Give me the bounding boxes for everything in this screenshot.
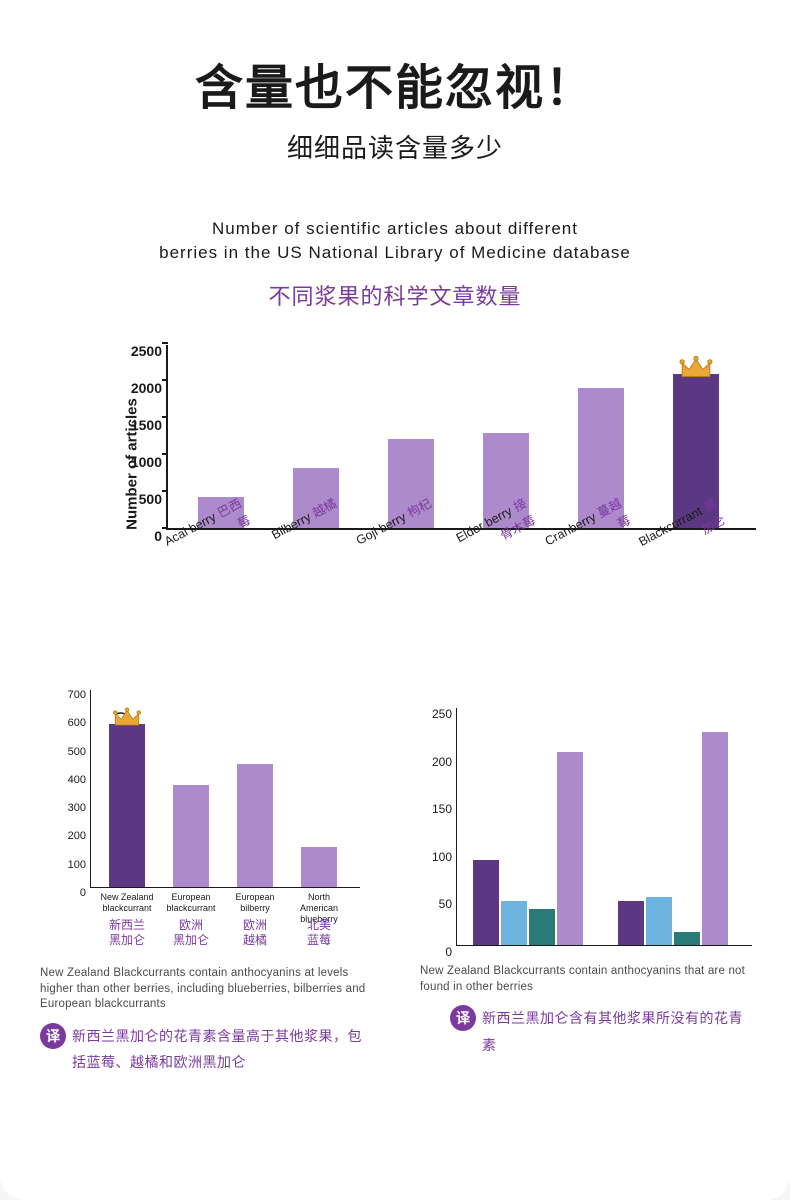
chart1-title-en: Number of scientific articles about diff… bbox=[40, 217, 750, 265]
chart1-ytick: 1000 bbox=[131, 454, 162, 470]
chart3-bar bbox=[473, 860, 499, 945]
chart2-caption-en: New Zealand Blackcurrants contain anthoc… bbox=[40, 966, 370, 1013]
chart2-xlabel-cn: 欧洲越橘 bbox=[224, 918, 286, 948]
main-title: 含量也不能忽视！ bbox=[40, 48, 750, 118]
chart2-ytick: 100 bbox=[68, 859, 86, 871]
crown-icon bbox=[678, 354, 714, 380]
chart3-caption-cn-text: 新西兰黑加仑含有其他浆果所没有的花青素 bbox=[482, 1005, 750, 1058]
chart1: Number of articles 05001000150020002500A… bbox=[110, 345, 770, 575]
chart3-plot: 050100150200250 bbox=[456, 708, 752, 946]
chart2-caption-cn-text: 新西兰黑加仑的花青素含量高于其他浆果，包括蓝莓、越橘和欧洲黑加仑 bbox=[72, 1023, 370, 1076]
chart2-bar bbox=[109, 724, 145, 887]
chart2-bar bbox=[237, 764, 273, 887]
chart2-ytick: 500 bbox=[68, 746, 86, 758]
chart2-ytick: 700 bbox=[68, 689, 86, 701]
chart2-xlabel-cn: 欧洲黑加仑 bbox=[160, 918, 222, 948]
chart3-ytick: 200 bbox=[432, 755, 452, 769]
chart1-title-cn: 不同浆果的科学文章数量 bbox=[40, 279, 750, 311]
chart2-xlabel-cn: 新西兰黑加仑 bbox=[96, 918, 158, 948]
chart2-bar bbox=[301, 847, 337, 887]
chart2-caption-cn: 译 新西兰黑加仑的花青素含量高于其他浆果，包括蓝莓、越橘和欧洲黑加仑 bbox=[40, 1023, 370, 1076]
chart3-bar bbox=[646, 897, 672, 945]
chart2-ytick: 0 bbox=[80, 887, 86, 899]
chart2-xlabel-cn: 北美蓝莓 bbox=[288, 918, 350, 948]
panel-left: Anthocyanin content ( mg / 100g ) 010020… bbox=[40, 690, 370, 1170]
chart3-caption-cn: 译 新西兰黑加仑含有其他浆果所没有的花青素 bbox=[450, 1005, 750, 1058]
chart3-caption-en: New Zealand Blackcurrants contain anthoc… bbox=[420, 964, 750, 995]
chart3-bar bbox=[501, 901, 527, 945]
chart3-ytick: 0 bbox=[445, 945, 452, 959]
chart3-bar bbox=[702, 732, 728, 945]
chart2-ytick: 600 bbox=[68, 717, 86, 729]
chart1-ytick: 2000 bbox=[131, 380, 162, 396]
chart3-bar bbox=[674, 932, 700, 945]
subtitle: 细细品读含量多少 bbox=[40, 128, 750, 165]
translate-badge: 译 bbox=[450, 1005, 476, 1031]
infographic-card: 含量也不能忽视！ 细细品读含量多少 Number of scientific a… bbox=[0, 0, 790, 1200]
panel-right: 050100150200250 New Zealand Blackcurrant… bbox=[420, 690, 750, 1170]
chart3-bar bbox=[557, 752, 583, 945]
chart3-ytick: 100 bbox=[432, 850, 452, 864]
chart1-ytick: 2500 bbox=[131, 343, 162, 359]
chart2-ytick: 200 bbox=[68, 830, 86, 842]
translate-badge: 译 bbox=[40, 1023, 66, 1049]
chart2-xlabel-en: New Zealandblackcurrant bbox=[96, 892, 158, 914]
chart2: Anthocyanin content ( mg / 100g ) 010020… bbox=[40, 690, 370, 920]
chart3: 050100150200250 bbox=[420, 690, 750, 950]
chart1-ytick: 1500 bbox=[131, 417, 162, 433]
chart3-bar bbox=[618, 901, 644, 945]
crown-icon bbox=[112, 706, 142, 728]
chart3-ytick: 150 bbox=[432, 802, 452, 816]
chart2-plot: 0100200300400500600700New Zealandblackcu… bbox=[90, 690, 360, 888]
chart1-plot: 05001000150020002500Acai berry巴西莓Bilberr… bbox=[166, 345, 756, 530]
chart2-bar bbox=[173, 785, 209, 887]
chart3-ytick: 250 bbox=[432, 707, 452, 721]
chart2-xlabel-en: Europeanblackcurrant bbox=[160, 892, 222, 914]
chart2-xlabel-en: Europeanbilberry bbox=[224, 892, 286, 914]
chart2-ytick: 400 bbox=[68, 774, 86, 786]
chart3-ytick: 50 bbox=[439, 897, 452, 911]
chart2-ytick: 300 bbox=[68, 802, 86, 814]
chart3-bar bbox=[529, 909, 555, 945]
chart1-ytick: 500 bbox=[139, 491, 162, 507]
bottom-row: Anthocyanin content ( mg / 100g ) 010020… bbox=[40, 690, 750, 1170]
